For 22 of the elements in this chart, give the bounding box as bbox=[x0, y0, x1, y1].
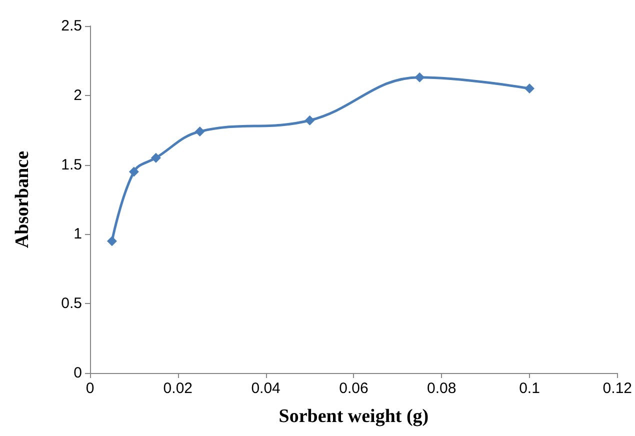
y-tick-label: 2.5 bbox=[61, 18, 82, 34]
point bbox=[128, 166, 139, 177]
x-axis-title: Sorbent weight (g) bbox=[278, 406, 429, 427]
y-tick-label: 0.5 bbox=[61, 295, 82, 312]
x-tick-label: 0.12 bbox=[602, 380, 632, 397]
point bbox=[194, 126, 205, 136]
point bbox=[304, 115, 315, 126]
x-tick-label: 0.08 bbox=[427, 380, 456, 397]
x-tick-label: 0.02 bbox=[163, 380, 192, 397]
point bbox=[414, 72, 425, 82]
y-tick-label: 0 bbox=[74, 364, 82, 382]
point bbox=[106, 236, 117, 246]
y-axis-title: Absorbance bbox=[12, 150, 33, 248]
y-tick-label: 1.5 bbox=[61, 156, 82, 174]
y-tick-label: 2 bbox=[74, 86, 82, 104]
point bbox=[150, 152, 161, 163]
point bbox=[524, 83, 534, 94]
x-tick-label: 0.1 bbox=[519, 380, 540, 397]
x-tick-label: 0 bbox=[86, 380, 94, 397]
x-tick-label: 0.06 bbox=[339, 380, 368, 397]
x-tick-label: 0.04 bbox=[251, 380, 280, 397]
y-tick-label: 1 bbox=[74, 226, 82, 243]
